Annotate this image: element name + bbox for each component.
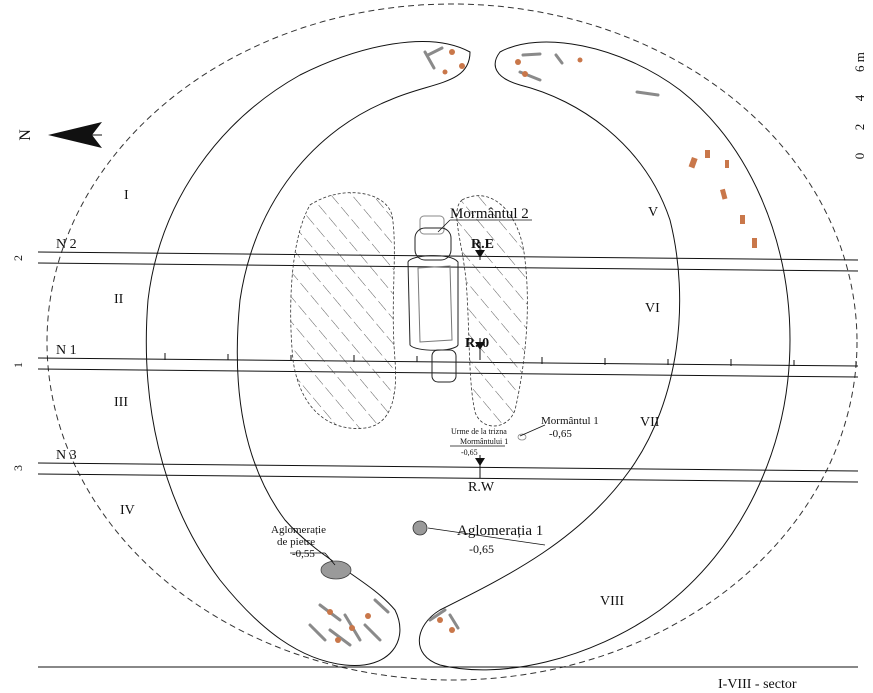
legend-text: I-VIII - sector [718, 677, 797, 692]
cluster-1-label: Aglomerația 1 [457, 523, 543, 539]
scale-tick-4: 4 [852, 94, 867, 101]
sector-label-3: III [114, 395, 128, 410]
scale-tick-0: 0 [852, 153, 867, 160]
trench-number-3: 3 [11, 465, 25, 471]
trench-label-n2: N 2 [56, 237, 77, 252]
ref-east-label: R.E [471, 237, 494, 252]
trench-n2 [37, 251, 859, 272]
north-label: N [17, 129, 34, 141]
trench-number-1: 1 [11, 362, 25, 368]
trench-n3 [37, 462, 859, 483]
trench-n1 [37, 357, 859, 378]
sector-label-2: II [114, 292, 124, 307]
trench-label-n1: N 1 [56, 343, 77, 358]
sector-label-8: VIII [600, 594, 624, 609]
sector-label-1: I [124, 188, 129, 203]
stone-cluster-depth: -0,55 [292, 548, 315, 560]
trench-label-n3: N 3 [56, 448, 77, 463]
reference-markers [475, 242, 485, 478]
traces-depth: -0,65 [461, 448, 478, 457]
grave-1-shape [517, 433, 527, 441]
sector-label-6: VI [645, 301, 660, 316]
ochre-fragments [327, 49, 757, 643]
ref-west-label: R.W [468, 480, 495, 495]
grave-2-label: Mormântul 2 [450, 206, 529, 222]
traces-label-line2: Mormântului 1 [460, 437, 508, 446]
sector-label-4: IV [120, 503, 135, 518]
right-ditch-outline [418, 41, 791, 671]
hatched-area-right [456, 195, 528, 427]
leader-lines [290, 219, 546, 566]
trench-n1-ticks [164, 353, 857, 367]
ref-zero-label: R. 0 [465, 336, 489, 351]
trench-number-2: 2 [11, 255, 25, 261]
outer-ditch-outline [46, 3, 858, 681]
traces-label-line1: Urme de la trizna [451, 427, 507, 436]
hatched-area-left [290, 192, 396, 429]
stone-cluster-shape [320, 560, 352, 580]
grave-1-label: Mormântul 1 [541, 415, 599, 427]
sector-label-7: VII [640, 415, 660, 430]
grave-2-outline [407, 215, 459, 383]
sector-label-5: V [648, 205, 658, 220]
scale-tick-2: 2 [852, 124, 867, 131]
grave-1-depth: -0,65 [549, 428, 572, 440]
north-arrow-icon [48, 122, 102, 148]
cluster-1-shape [412, 520, 428, 536]
left-ditch-outline [145, 41, 471, 667]
scale-tick-6: 6 m [852, 52, 867, 72]
scale-bar: 0 2 4 6 m [852, 52, 867, 159]
cluster-1-depth: -0,65 [469, 542, 494, 556]
stone-cluster-label-line2: de pietre [277, 536, 315, 548]
stone-cluster-label-line1: Aglomerație [271, 524, 326, 536]
